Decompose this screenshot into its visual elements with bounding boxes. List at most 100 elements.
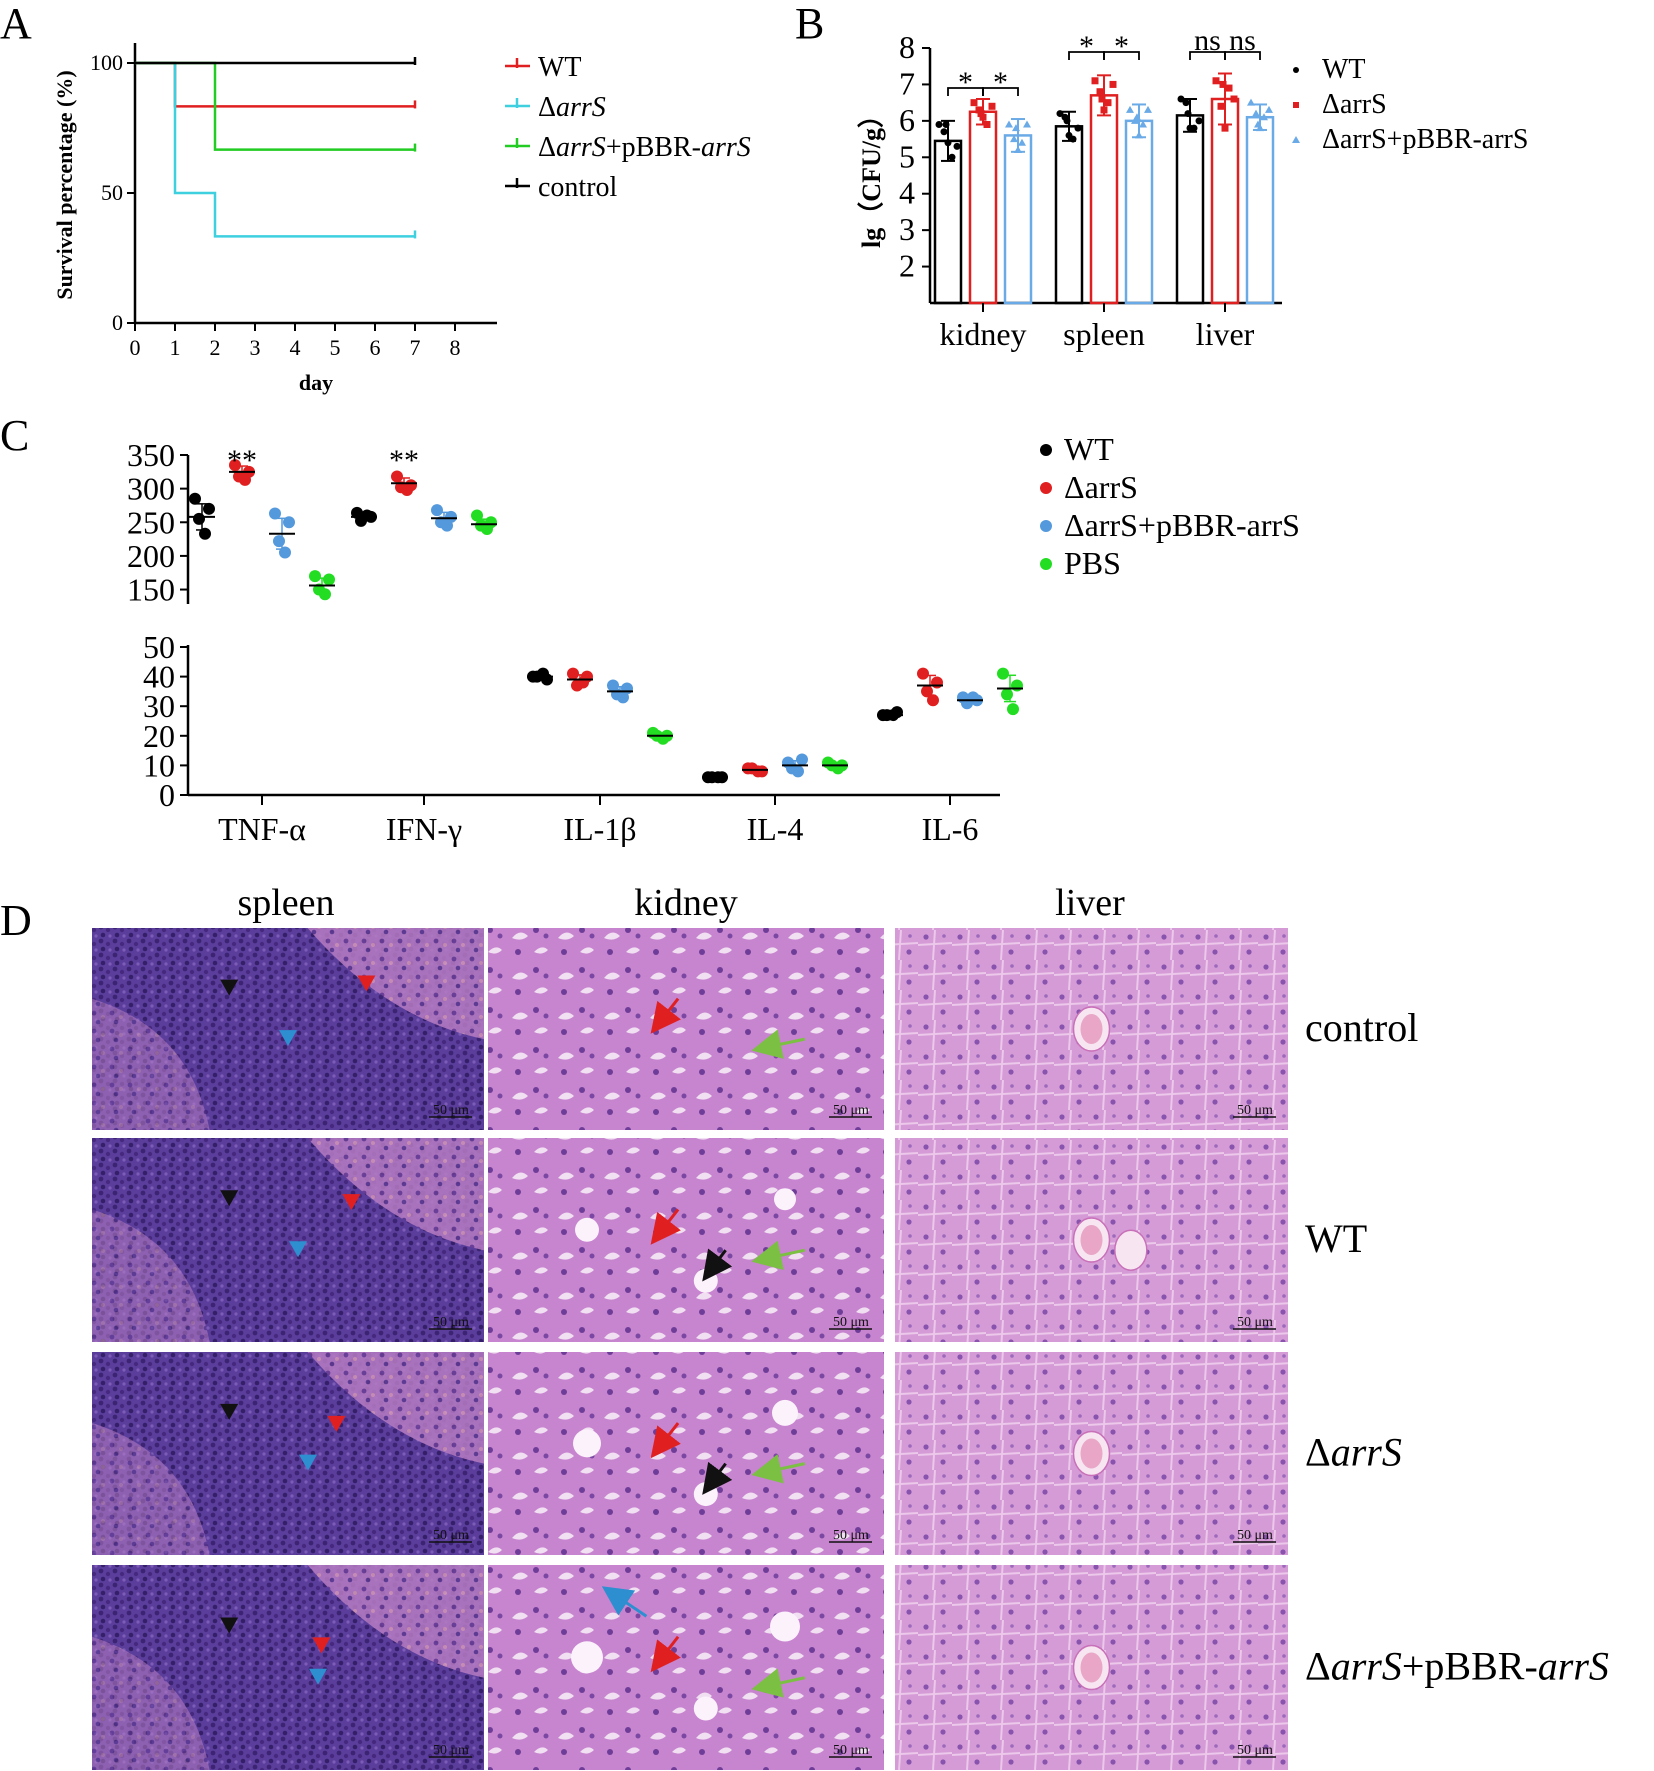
cytokine-point: [927, 694, 939, 707]
cfu-point: [979, 113, 987, 121]
histology-image: [488, 928, 884, 1130]
cfu-y-tick-label: 4: [899, 175, 915, 211]
blood-cells: [1080, 1014, 1103, 1044]
red-arrow-icon: [650, 1635, 681, 1673]
cfu-sig-label: ns: [1229, 24, 1256, 57]
cfu-y-label: lg（CFU/g）: [857, 102, 886, 248]
cytokine-point: [269, 507, 281, 520]
cfu-point: [1182, 99, 1190, 107]
survival-x-tick-label: 2: [210, 335, 221, 360]
row-label-part: arrS: [1331, 1430, 1402, 1475]
cytokine-point: [431, 504, 443, 517]
cfu-point: [1100, 106, 1108, 114]
histology-tile-spleen-arrSpBBRarrS: 50 μm: [92, 1565, 484, 1770]
cfu-bar: [1054, 125, 1084, 305]
survival-legend-label-part: arrS: [701, 132, 751, 163]
cfu-point: [944, 139, 952, 147]
green-arrow-icon: [751, 1668, 806, 1698]
histology-tile-kidney-arrS: 50 μm: [488, 1352, 884, 1555]
cytokine-legend-marker: [1040, 482, 1052, 494]
row-label-part: arrS: [1538, 1644, 1609, 1689]
cfu-point: [953, 142, 961, 150]
red-arrowhead-icon: [312, 1637, 331, 1654]
red-arrowhead-icon: [342, 1194, 361, 1211]
cfu-sig-bracket: [982, 87, 1019, 96]
blood-cells: [1080, 1438, 1103, 1469]
survival-legend-label-part: Δ: [538, 132, 556, 163]
cfu-legend-marker: [1292, 136, 1300, 143]
histology-tile-kidney-arrSpBBRarrS: 50 μm: [488, 1565, 884, 1770]
cfu-legend-label: ΔarrS: [1322, 89, 1387, 120]
vacuole: [573, 1429, 601, 1458]
cytokine-x-label: IL-6: [922, 811, 979, 847]
red-pulp-region: [92, 1423, 210, 1555]
cfu-point: [1260, 113, 1268, 121]
histology-tile-kidney-control: 50 μm: [488, 928, 884, 1130]
vacuole: [693, 1696, 718, 1721]
scale-bar-label: 50 μm: [833, 1103, 869, 1118]
survival-x-tick-label: 1: [170, 335, 181, 360]
cytokine-point: [921, 685, 933, 698]
cfu-point: [1133, 113, 1141, 121]
histology-tile-liver-arrSpBBRarrS: 50 μm: [895, 1565, 1288, 1770]
survival-x-tick-label: 3: [250, 335, 261, 360]
cytokine-point: [1007, 703, 1019, 716]
cfu-y-tick-label: 2: [899, 248, 915, 284]
cytokine-point: [193, 512, 205, 525]
cytokine-legend-marker: [1040, 558, 1052, 570]
cytokine-point: [577, 676, 589, 689]
histology-tile-kidney-WT: 50 μm: [488, 1138, 884, 1342]
cfu-point: [1063, 117, 1071, 125]
cytokine-legend-label-text: ΔarrS: [1064, 469, 1138, 505]
cfu-point: [1135, 131, 1143, 139]
cytokine-point: [391, 470, 403, 483]
row-label-part: control: [1305, 1005, 1418, 1050]
cfu-point: [1139, 120, 1147, 128]
cytokine-point: [323, 573, 335, 586]
cytokine-point: [273, 535, 285, 548]
histology-row-label: ΔarrS+pBBR-arrS: [1305, 1644, 1609, 1689]
cfu-x-label: spleen: [1063, 316, 1145, 352]
vacuole: [772, 1399, 798, 1426]
cytokine-point: [199, 527, 211, 540]
cfu-point: [1012, 124, 1020, 132]
red-pulp-region: [307, 1352, 484, 1464]
row-label-part: WT: [1305, 1216, 1367, 1261]
cytokine-point: [617, 691, 629, 704]
cytokine-point: [471, 509, 483, 522]
cfu-y-tick-label: 8: [899, 29, 915, 65]
cfu-point: [1109, 80, 1117, 88]
cytokine-point: [792, 765, 804, 778]
cfu-point: [1018, 138, 1026, 146]
blood-cells: [1080, 1652, 1103, 1683]
cytokine-point: [931, 676, 943, 689]
cytokine-upper-y-tick-label: 150: [127, 572, 175, 608]
cfu-legend-label-text: ΔarrS+pBBR-arrS: [1322, 124, 1528, 155]
blood-cells: [1080, 1225, 1103, 1255]
cfu-point: [1104, 99, 1112, 107]
cfu-point: [1014, 146, 1022, 153]
cfu-point: [1256, 124, 1264, 132]
cfu-bar: [1003, 134, 1033, 305]
black-arrow-icon: [702, 1248, 733, 1282]
cfu-point: [1023, 120, 1031, 128]
cfu-point: [948, 153, 956, 161]
scale-bar-label: 50 μm: [433, 1528, 469, 1543]
cytokine-point: [1011, 679, 1023, 692]
histology-image: [488, 1138, 884, 1342]
cfu-point: [1074, 124, 1082, 132]
survival-y-tick-label: 0: [112, 310, 123, 335]
red-pulp-region: [92, 998, 210, 1130]
cfu-point: [1254, 120, 1262, 128]
survival-y-label: Survival percentage (%): [52, 70, 77, 299]
green-arrow-icon: [751, 1029, 806, 1059]
panel-letter-a: A: [0, 0, 32, 48]
histology-column-label: liver: [1055, 882, 1125, 924]
cytokine-point: [481, 523, 493, 535]
cfu-point: [942, 121, 950, 128]
red-pulp-region: [307, 1565, 484, 1678]
survival-legend-label: ΔarrS+pBBR-arrS: [538, 132, 751, 163]
cytokine-point: [1001, 688, 1013, 701]
